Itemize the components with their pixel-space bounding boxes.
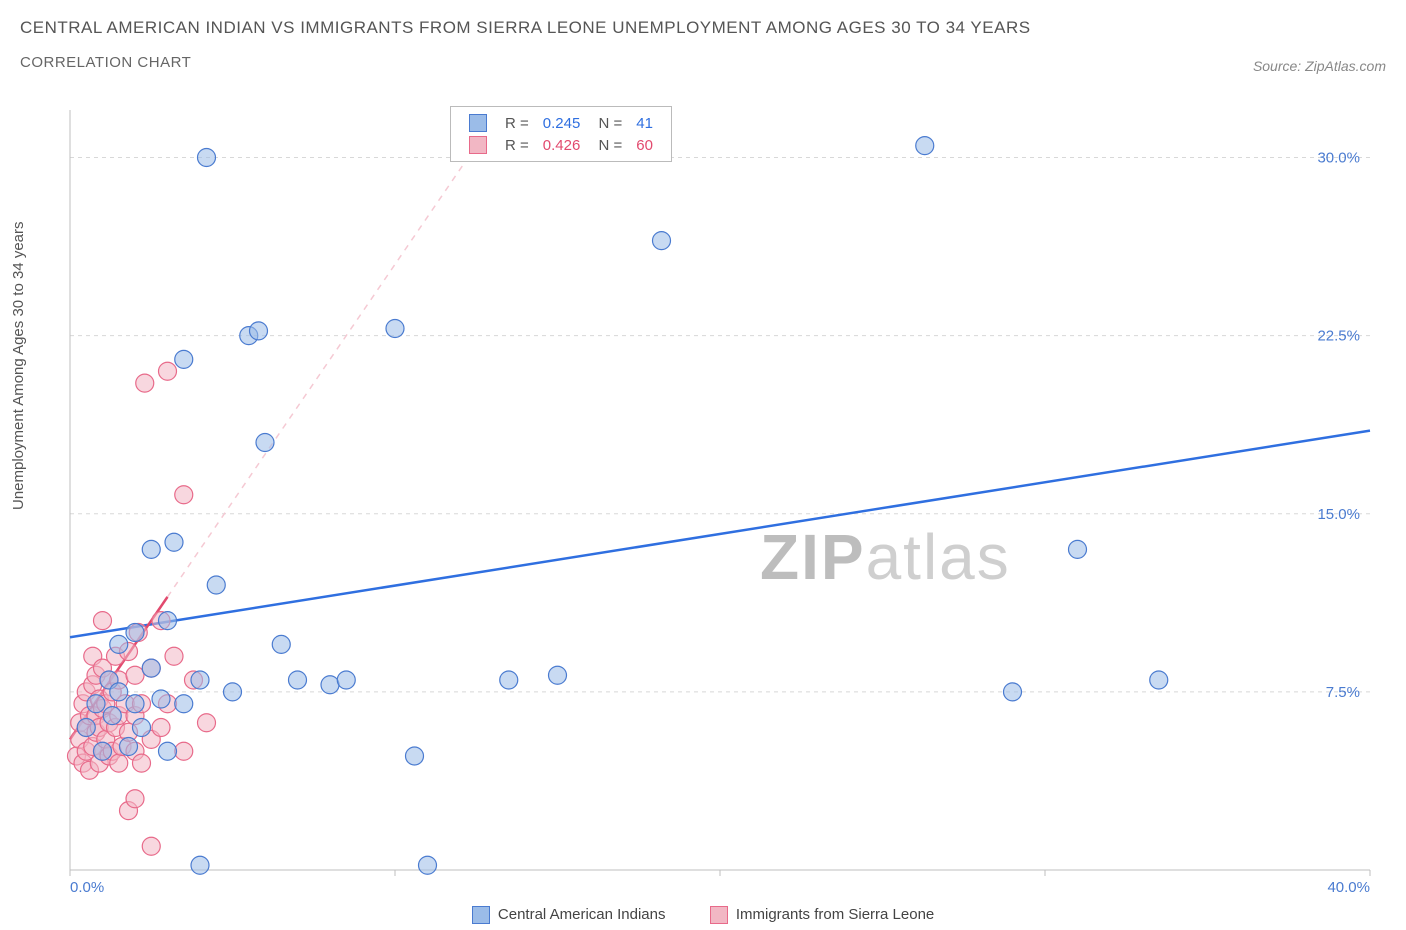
page-subtitle: CORRELATION CHART (20, 54, 1386, 71)
svg-text:15.0%: 15.0% (1317, 506, 1360, 523)
legend-label-series1: Central American Indians (498, 906, 666, 923)
svg-text:40.0%: 40.0% (1327, 879, 1370, 896)
stats-legend: R = 0.245 N = 41 R = 0.426 N = 60 (450, 106, 672, 162)
source-credit: Source: ZipAtlas.com (1253, 58, 1386, 74)
bottom-legend: Central American Indians Immigrants from… (0, 906, 1406, 924)
svg-text:0.0%: 0.0% (70, 879, 104, 896)
legend-label-series2: Immigrants from Sierra Leone (736, 906, 934, 923)
chart-container: Unemployment Among Ages 30 to 34 years Z… (0, 90, 1406, 930)
legend-swatch-series2 (710, 906, 728, 924)
y-axis-label: Unemployment Among Ages 30 to 34 years (10, 221, 27, 510)
legend-swatch-1 (469, 114, 487, 132)
legend-swatch-series1 (472, 906, 490, 924)
page-title: CENTRAL AMERICAN INDIAN VS IMMIGRANTS FR… (20, 18, 1386, 38)
scatter-plot: 7.5% 15.0% 22.5% 30.0% 0.0% 40.0% (0, 90, 1406, 900)
legend-swatch-2 (469, 136, 487, 154)
svg-text:7.5%: 7.5% (1326, 684, 1360, 701)
svg-text:22.5%: 22.5% (1317, 328, 1360, 345)
svg-text:30.0%: 30.0% (1317, 150, 1360, 167)
